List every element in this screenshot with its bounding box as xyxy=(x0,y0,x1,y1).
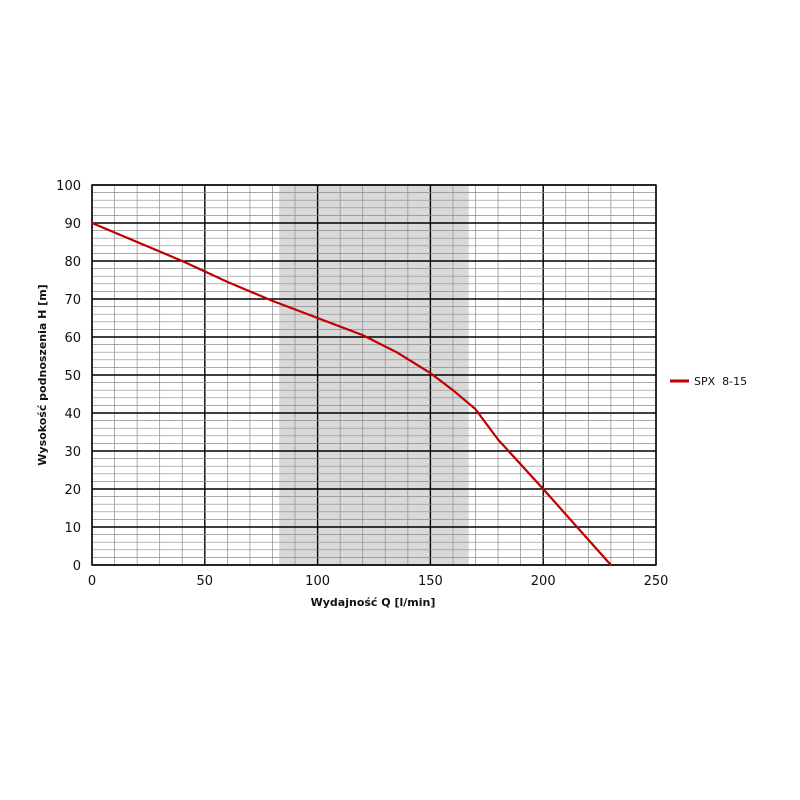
y-tick-label: 20 xyxy=(64,483,81,498)
x-tick-label: 200 xyxy=(531,574,556,589)
series-layer xyxy=(90,221,613,567)
y-tick-label: 50 xyxy=(64,369,81,384)
series-line-spx-8-15 xyxy=(90,221,613,567)
legend: SPX 8-15 xyxy=(670,375,747,388)
y-tick-label: 0 xyxy=(73,559,81,574)
y-tick-label: 10 xyxy=(64,521,81,536)
y-tick-label: 60 xyxy=(64,331,81,346)
y-tick-label: 30 xyxy=(64,445,81,460)
x-tick-label: 150 xyxy=(418,574,443,589)
tick-labels: 0 50 100 150 200 250 0 10 20 30 40 50 60 70 80 90 100 xyxy=(56,179,668,589)
x-tick-label: 50 xyxy=(197,574,214,589)
grid xyxy=(91,184,657,566)
x-tick-label: 0 xyxy=(88,574,96,589)
x-tick-label: 250 xyxy=(644,574,669,589)
y-tick-label: 40 xyxy=(64,407,81,422)
y-tick-label: 80 xyxy=(64,255,81,270)
plot-frame xyxy=(91,184,657,566)
y-tick-label: 70 xyxy=(64,293,81,308)
x-axis-title: Wydajność Q [l/min] xyxy=(311,596,436,609)
y-tick-label: 90 xyxy=(64,217,81,232)
legend-label-spx-8-15: SPX 8-15 xyxy=(694,375,747,388)
x-tick-label: 100 xyxy=(305,574,330,589)
y-axis-title: Wysokość podnoszenia H [m] xyxy=(36,284,49,465)
y-tick-label: 100 xyxy=(56,179,81,194)
